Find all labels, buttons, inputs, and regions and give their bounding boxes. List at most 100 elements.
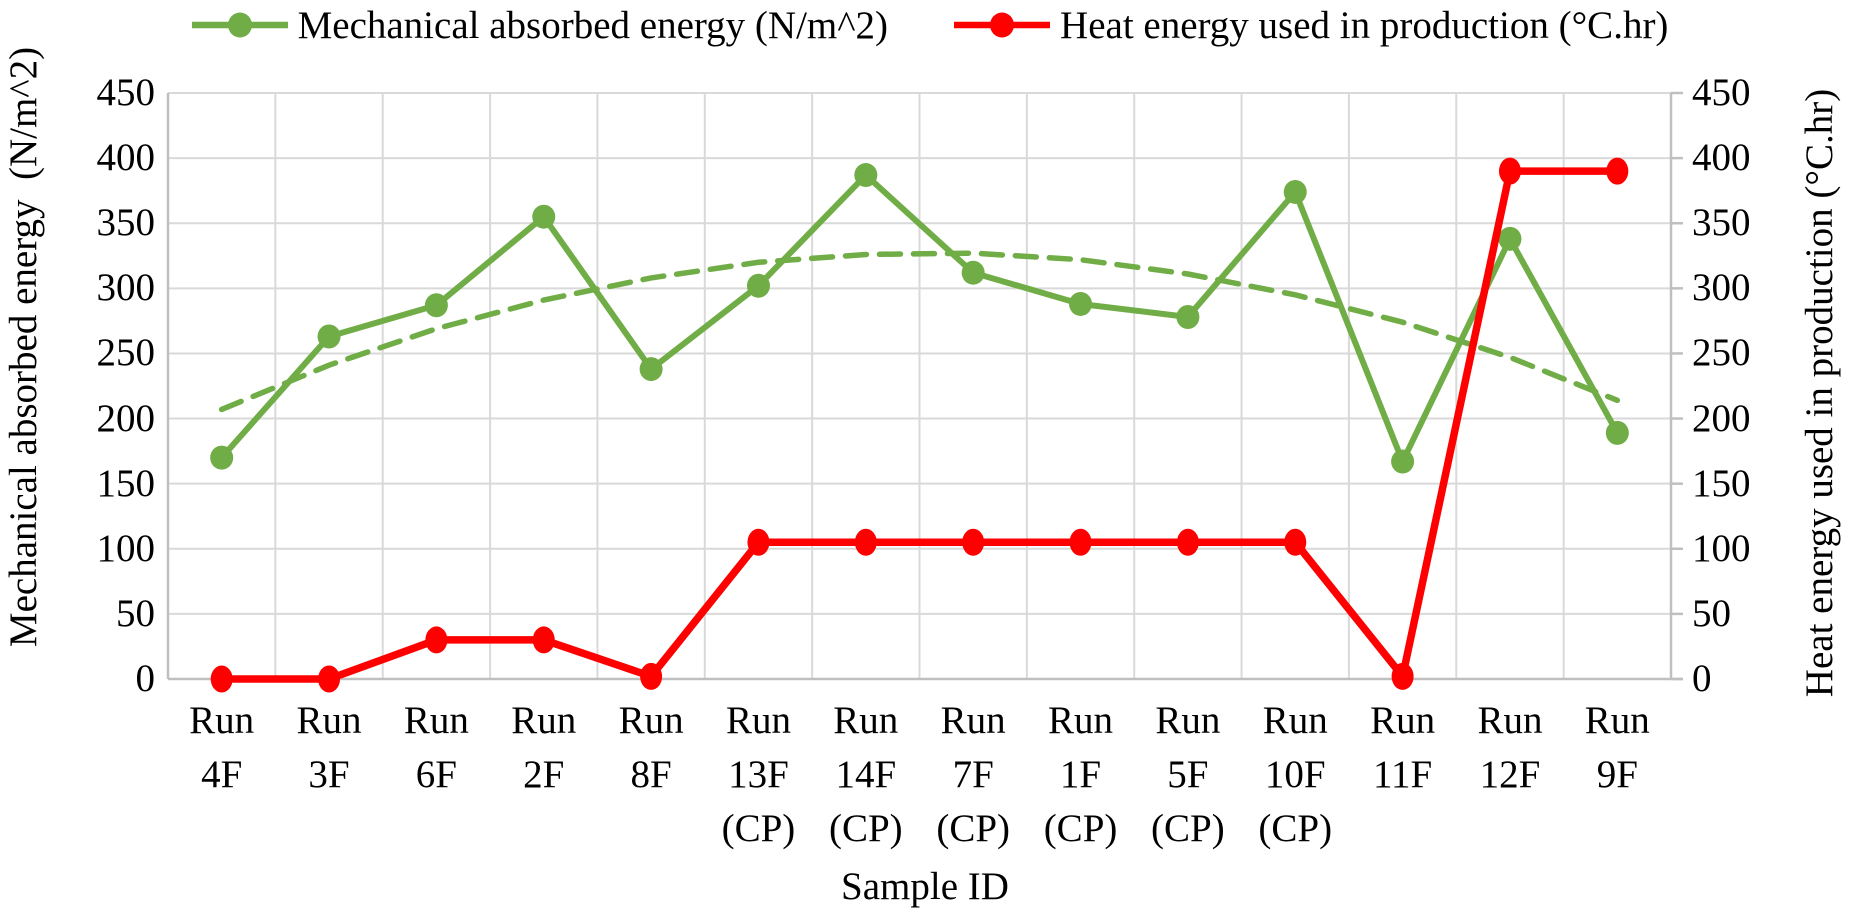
y-axis-tick-right: 150 [1692, 461, 1751, 505]
y-axis-tick-right: 450 [1692, 71, 1751, 114]
y-axis-tick-left: 400 [96, 136, 156, 180]
y-axis-tick-left: 350 [96, 201, 156, 245]
category-label-line: 1F [1059, 753, 1102, 796]
x-axis-category-label: Run 6F [346, 694, 526, 802]
x-axis-category-label: Run 13F (CP) [668, 694, 848, 856]
y-axis-tick-left: 150 [96, 461, 156, 505]
category-label-line: Run [1262, 699, 1328, 742]
y-axis-tick-left: 200 [96, 396, 156, 440]
category-label-line: (CP) [1043, 807, 1118, 850]
series-mechanical-markers [210, 163, 1629, 474]
y-axis-tick-left: 50 [116, 591, 155, 635]
data-point [532, 204, 556, 229]
category-label-line: 9F [1596, 753, 1638, 796]
x-axis-category-label: Run 11F [1313, 694, 1493, 802]
data-point [1069, 528, 1092, 556]
x-axis-category-label: Run 3F [239, 694, 419, 802]
data-point [424, 293, 448, 318]
legend-label-heat: Heat energy used in production (°C.hr) [1060, 3, 1669, 47]
y-axis-tick-right: 50 [1692, 591, 1731, 635]
x-axis-category-label: Run 8F [561, 694, 741, 802]
category-label-line: Run [1370, 699, 1436, 742]
data-point [1498, 226, 1522, 251]
category-label-line: (CP) [936, 807, 1011, 850]
data-point [210, 445, 234, 470]
axis-lines [166, 91, 1683, 681]
data-point [1283, 179, 1307, 204]
data-point [961, 260, 985, 285]
series-heat-markers [210, 157, 1629, 693]
category-label-line: Run [725, 699, 791, 742]
y-axis-tick-right: 400 [1692, 136, 1751, 180]
y-axis-tick-right: 350 [1692, 201, 1751, 245]
category-label-line: (CP) [721, 807, 796, 850]
category-label-line: Run [1584, 699, 1650, 742]
x-axis-category-label: Run 1F (CP) [991, 694, 1171, 856]
data-point [317, 324, 341, 349]
data-point [1606, 157, 1629, 185]
category-label-line: 2F [523, 753, 565, 796]
x-axis-category-label: Run 7F (CP) [883, 694, 1063, 856]
category-label-line: Run [1477, 699, 1543, 742]
category-label-line: Run [296, 699, 362, 742]
category-label-line: Run [189, 699, 255, 742]
category-label-line: (CP) [828, 807, 903, 850]
category-label-line: 12F [1479, 753, 1541, 796]
trendline-dashed [218, 250, 1621, 413]
category-label-line: 5F [1167, 753, 1209, 796]
data-point [639, 357, 663, 382]
category-label-line: Run [833, 699, 899, 742]
category-label-line: Run [511, 699, 577, 742]
x-axis-category-label: Run 9F [1527, 694, 1707, 802]
data-point [210, 665, 233, 693]
category-label-line: Run [940, 699, 1006, 742]
category-label-line: 4F [201, 753, 243, 796]
series-heat-line [221, 167, 1618, 683]
data-point [746, 273, 770, 298]
legend-item-heat: Heat energy used in production (°C.hr) [952, 3, 1668, 48]
data-point [640, 662, 663, 690]
line-marker-icon [954, 12, 1051, 38]
line-marker-icon [191, 12, 288, 38]
y-axis-tick-right: 100 [1692, 526, 1751, 570]
legend-item-mechanical: Mechanical absorbed energy (N/m^2) [190, 3, 888, 48]
data-point [1498, 157, 1521, 185]
series-mechanical-line [219, 172, 1620, 465]
category-label-line: (CP) [1258, 807, 1333, 850]
y-axis-tick-left: 100 [96, 526, 156, 570]
x-axis-category-label: Run 10F (CP) [1205, 694, 1385, 856]
x-axis-category-label: Run 12F [1420, 694, 1600, 802]
category-label-line: 11F [1372, 753, 1433, 796]
data-point [425, 626, 448, 654]
data-point [1391, 449, 1415, 474]
data-point [962, 528, 985, 556]
category-label-line: 10F [1264, 753, 1326, 796]
category-label-line: 6F [415, 753, 457, 796]
data-point [1176, 528, 1199, 556]
gridlines [167, 92, 1672, 680]
y-axis-tick-left: 300 [96, 266, 156, 310]
y-axis-tick-right: 250 [1692, 331, 1751, 375]
data-point [1605, 420, 1629, 445]
x-axis-category-label: Run 14F (CP) [776, 694, 956, 856]
data-point [747, 528, 770, 556]
y-axis-tick-left: 450 [96, 71, 156, 114]
legend: Mechanical absorbed energy (N/m^2) Heat … [0, 2, 1858, 48]
category-label-line: Run [403, 699, 469, 742]
x-axis-title: Sample ID [841, 865, 1009, 908]
category-label-line: 7F [952, 753, 994, 796]
category-label-line: 13F [728, 753, 789, 796]
category-label-line: Run [1155, 699, 1221, 742]
legend-label-mechanical: Mechanical absorbed energy (N/m^2) [297, 3, 889, 47]
x-axis-category-label: Run 2F [454, 694, 634, 802]
data-point [1284, 528, 1307, 556]
y-axis-tick-left: 0 [135, 657, 156, 700]
data-point [854, 163, 878, 188]
category-label-line: 14F [835, 753, 897, 796]
data-point [854, 528, 877, 556]
data-point [318, 665, 341, 693]
x-axis-category-label: Run 4F [132, 694, 312, 802]
data-point [1069, 291, 1093, 316]
category-label-line: Run [618, 699, 684, 742]
